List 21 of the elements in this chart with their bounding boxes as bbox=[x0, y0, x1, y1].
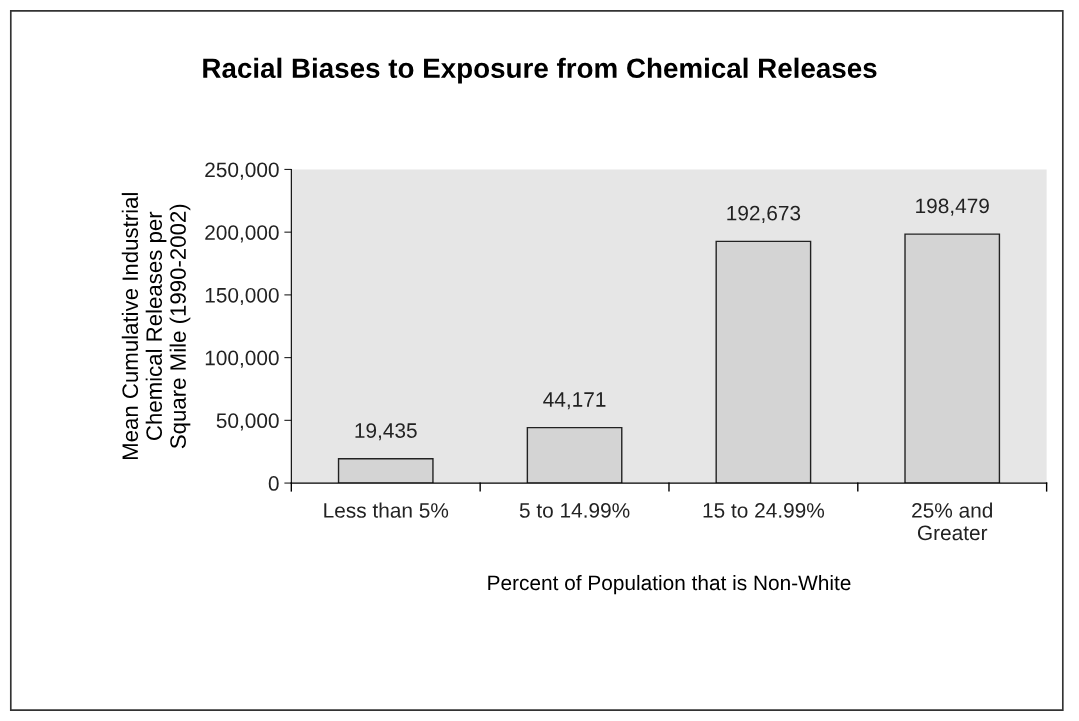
y-tick-label: 150,000 bbox=[205, 287, 279, 306]
y-tick-label: 0 bbox=[268, 476, 279, 491]
x-tick-label: Less than 5% bbox=[324, 502, 449, 518]
y-tick-label: 200,000 bbox=[205, 225, 279, 243]
bar bbox=[904, 233, 1001, 484]
bar bbox=[715, 240, 812, 484]
data-label: 192,673 bbox=[727, 205, 801, 224]
x-tick-label: 5 to 14.99% bbox=[519, 503, 630, 518]
data-label: 198,479 bbox=[916, 198, 989, 216]
y-axis-title: Mean Cumulative Industrial Chemical Releases per Square Mile (1990-2002) bbox=[121, 193, 191, 460]
bar bbox=[337, 457, 434, 484]
x-tick-label: 25% and Greater bbox=[912, 502, 992, 541]
data-label: 19,435 bbox=[355, 423, 417, 441]
chart-title: Racial Biases to Exposure from Chemical Releases bbox=[203, 57, 877, 84]
y-tick-label: 250,000 bbox=[205, 162, 279, 180]
data-label: 44,171 bbox=[543, 392, 606, 410]
x-axis-title: Percent of Population that is Non-White bbox=[488, 574, 851, 595]
bar bbox=[526, 426, 623, 484]
y-tick-label: 100,000 bbox=[205, 350, 279, 368]
y-tick-label: 50,000 bbox=[216, 413, 279, 431]
x-tick-label: 15 to 24.99% bbox=[703, 503, 825, 518]
